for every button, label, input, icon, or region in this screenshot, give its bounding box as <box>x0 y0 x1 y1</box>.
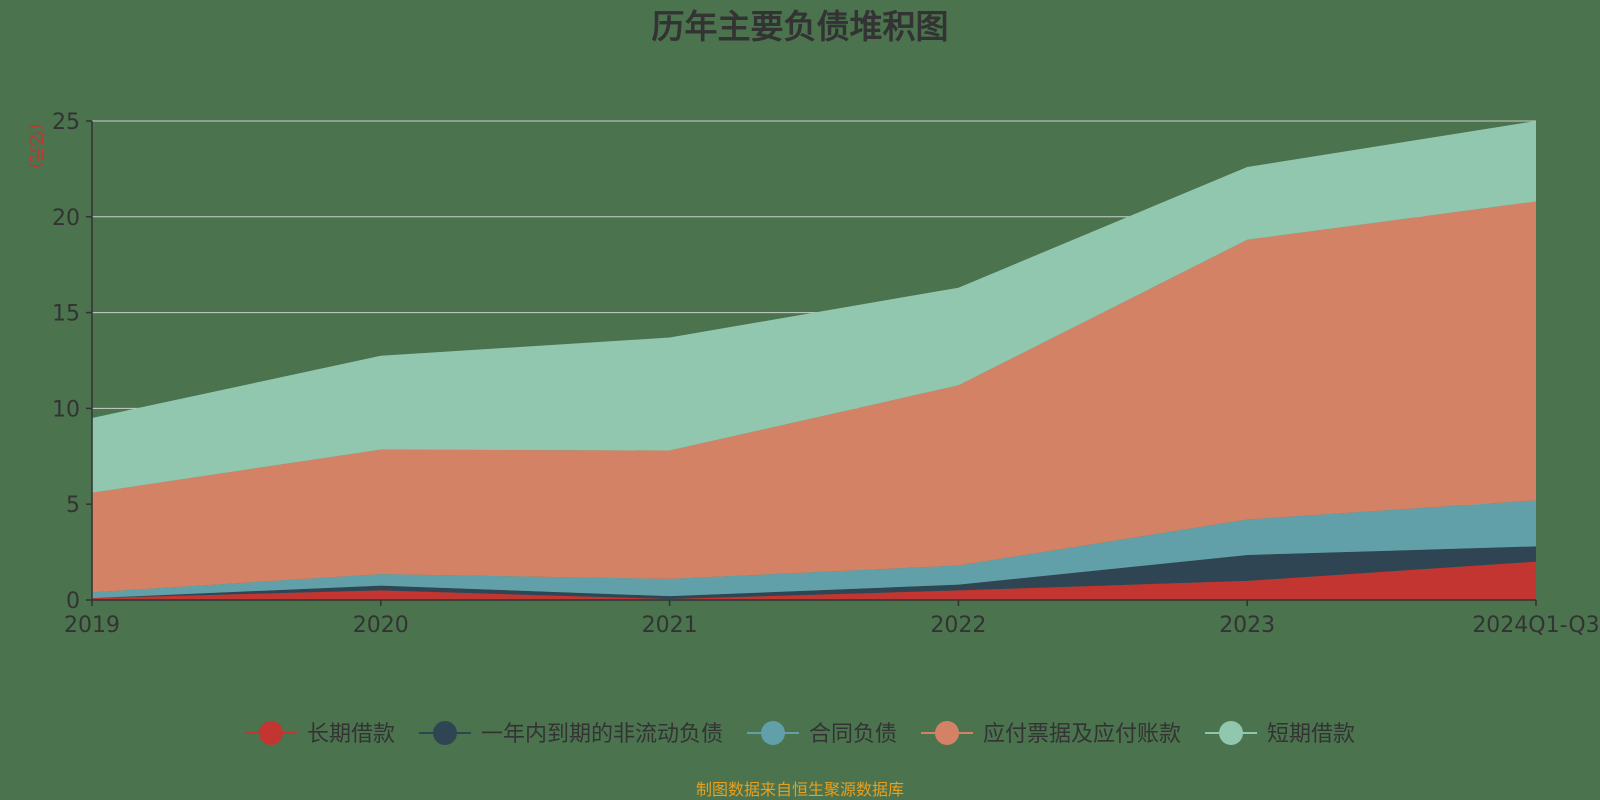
axes: 0 5 10 15 20 25 2019 2020 2021 2022 2023 2024Q1-Q3 <box>52 110 1600 638</box>
legend-item-2[interactable]: 合同负债 <box>746 721 897 747</box>
source-note: 制图数据来自恒生聚源数据库 <box>696 780 904 799</box>
legend-label: 合同负债 <box>809 722 897 747</box>
legend[interactable]: 长期借款 一年内到期的非流动负债 合同负债 应付票据及应付账款 短期借款 <box>244 721 1355 747</box>
y-tick-label: 15 <box>52 302 80 327</box>
x-tick-label: 2022 <box>930 613 986 638</box>
legend-item-3[interactable]: 应付票据及应付账款 <box>921 721 1181 747</box>
area-series-2 <box>92 500 1536 599</box>
legend-label: 长期借款 <box>307 722 395 747</box>
y-tick-label: 0 <box>66 589 80 614</box>
chart-title: 历年主要负债堆积图 <box>652 7 949 46</box>
x-tick-label: 2020 <box>353 613 409 638</box>
legend-item-4[interactable]: 短期借款 <box>1205 721 1355 747</box>
legend-item-0[interactable]: 长期借款 <box>244 721 395 747</box>
legend-marker-icon <box>432 721 457 745</box>
legend-item-1[interactable]: 一年内到期的非流动负债 <box>418 721 723 747</box>
area-series <box>92 121 1536 600</box>
legend-marker-icon <box>760 721 785 745</box>
legend-label: 应付票据及应付账款 <box>983 722 1181 747</box>
y-tick-label: 10 <box>52 397 80 422</box>
area-series-3 <box>92 201 1536 593</box>
legend-marker-icon <box>935 721 960 745</box>
legend-marker-icon <box>1219 721 1244 745</box>
x-tick-label: 2024Q1-Q3 <box>1472 613 1599 638</box>
y-tick-label: 20 <box>52 206 80 231</box>
area-series-1 <box>92 546 1536 600</box>
area-series-0 <box>92 561 1536 600</box>
area-series-4 <box>92 121 1536 493</box>
legend-label: 一年内到期的非流动负债 <box>481 722 723 747</box>
x-tick-label: 2019 <box>64 613 120 638</box>
y-tick-label: 25 <box>52 110 80 135</box>
legend-label: 短期借款 <box>1267 722 1355 747</box>
y-unit-label: (亿元) <box>27 124 46 169</box>
x-tick-label: 2023 <box>1219 613 1275 638</box>
y-tick-label: 5 <box>66 493 80 518</box>
x-tick-label: 2021 <box>642 613 698 638</box>
legend-marker-icon <box>258 721 283 745</box>
